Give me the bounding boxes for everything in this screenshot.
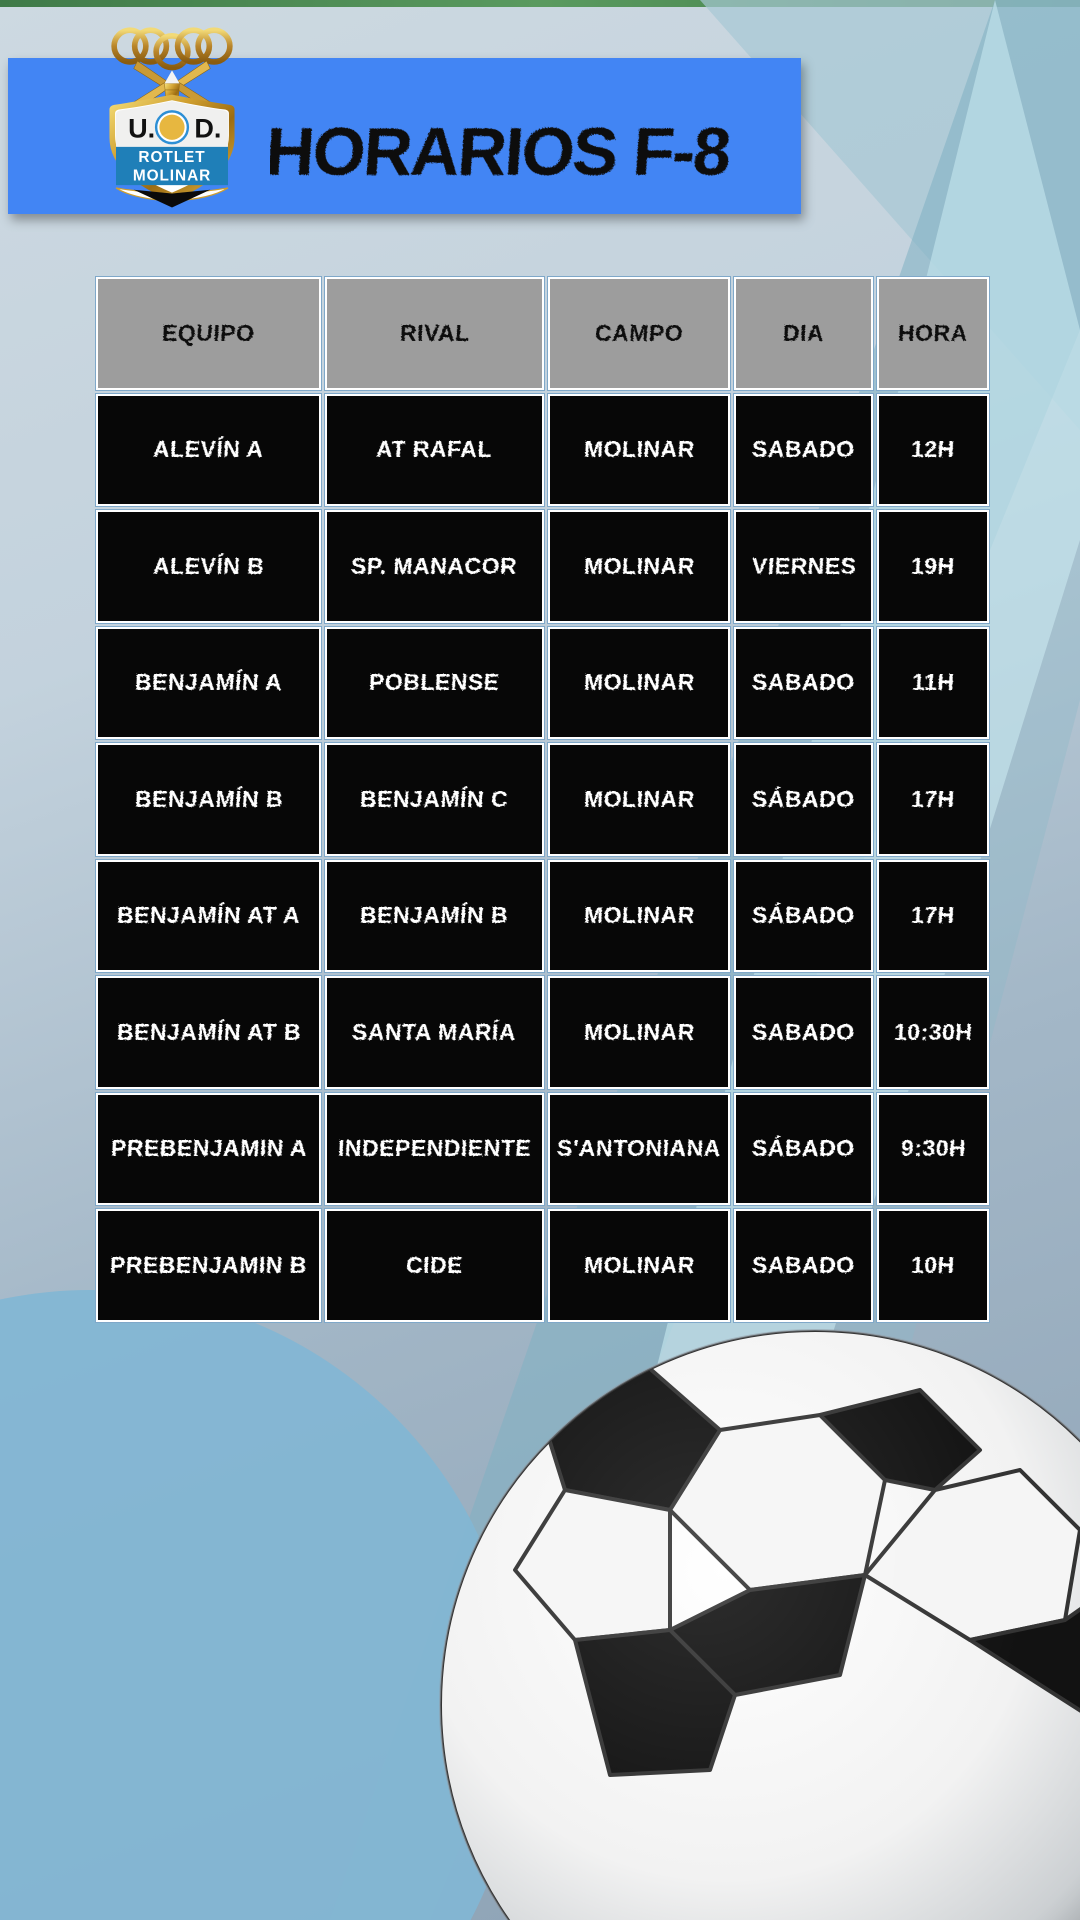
svg-text:MOLINAR: MOLINAR [133,167,211,184]
svg-text:U.: U. [128,114,155,144]
svg-text:D.: D. [194,114,221,144]
svg-text:HORARIOS F-8: HORARIOS F-8 [270,114,732,190]
svg-text:ROTLET: ROTLET [138,149,205,166]
